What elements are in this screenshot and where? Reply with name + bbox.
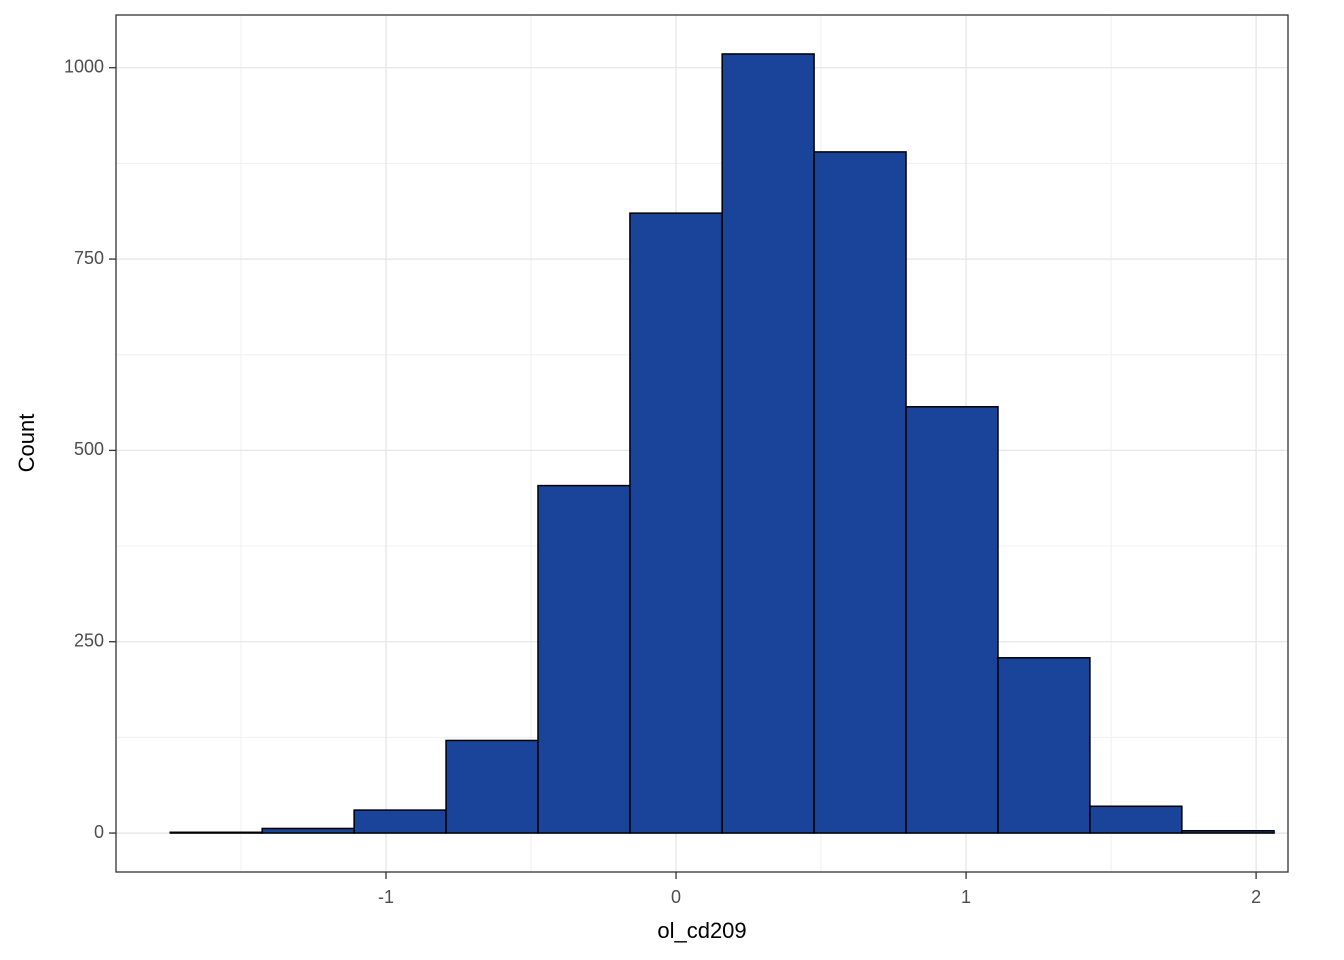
- bar: [537, 484, 631, 834]
- bar: [813, 151, 907, 834]
- bar: [629, 212, 723, 834]
- y-tick-label: 250: [74, 630, 104, 650]
- y-axis-title: Count: [14, 414, 39, 473]
- bar: [721, 53, 815, 834]
- bar: [1089, 805, 1183, 834]
- x-tick-label: 1: [961, 887, 971, 907]
- y-tick-label: 500: [74, 439, 104, 459]
- bar: [445, 739, 539, 834]
- bar: [169, 831, 263, 834]
- x-tick-label: -1: [378, 887, 394, 907]
- bar: [1181, 829, 1275, 834]
- y-tick-label: 0: [94, 822, 104, 842]
- bar: [905, 406, 999, 834]
- x-tick-label: 0: [671, 887, 681, 907]
- x-axis-title: ol_cd209: [657, 918, 746, 943]
- x-tick-label: 2: [1251, 887, 1261, 907]
- bar: [997, 657, 1091, 834]
- bar: [261, 827, 355, 834]
- y-tick-label: 750: [74, 248, 104, 268]
- y-tick-label: 1000: [64, 56, 104, 76]
- panel-border: [115, 14, 1289, 873]
- bar: [353, 809, 447, 834]
